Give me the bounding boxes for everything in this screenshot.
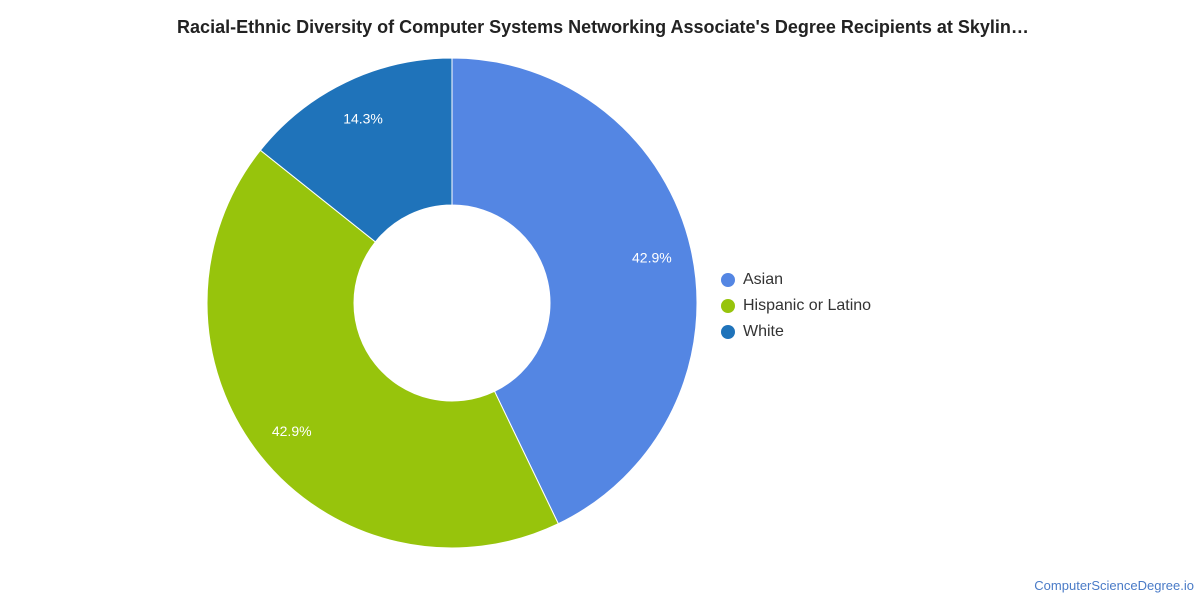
slice-label-white: 14.3%: [343, 110, 383, 126]
legend-label: Asian: [743, 271, 784, 288]
slice-asian[interactable]: [451, 57, 698, 525]
legend-swatch-icon: [721, 325, 735, 339]
legend-item-hispanic-or-latino[interactable]: Hispanic or Latino: [721, 293, 871, 319]
chart-title: Racial-Ethnic Diversity of Computer Syst…: [177, 17, 1029, 37]
legend-item-white[interactable]: White: [721, 319, 871, 345]
donut-slices: [206, 57, 698, 549]
legend-swatch-icon: [721, 299, 735, 313]
slice-white[interactable]: [259, 57, 453, 243]
chart-legend: Asian Hispanic or Latino White: [721, 267, 871, 345]
footer-credit[interactable]: ComputerScienceDegree.io: [1034, 578, 1194, 593]
legend-item-asian[interactable]: Asian: [721, 267, 871, 293]
slice-hispanic-or-latino[interactable]: [206, 149, 559, 549]
legend-label: White: [743, 323, 784, 340]
slice-labels: 42.9% 42.9% 14.3%: [272, 110, 672, 439]
slice-label-hispanic-or-latino: 42.9%: [272, 423, 312, 439]
slice-label-asian: 42.9%: [632, 249, 672, 265]
legend-label: Hispanic or Latino: [743, 297, 872, 314]
legend-swatch-icon: [721, 273, 735, 287]
